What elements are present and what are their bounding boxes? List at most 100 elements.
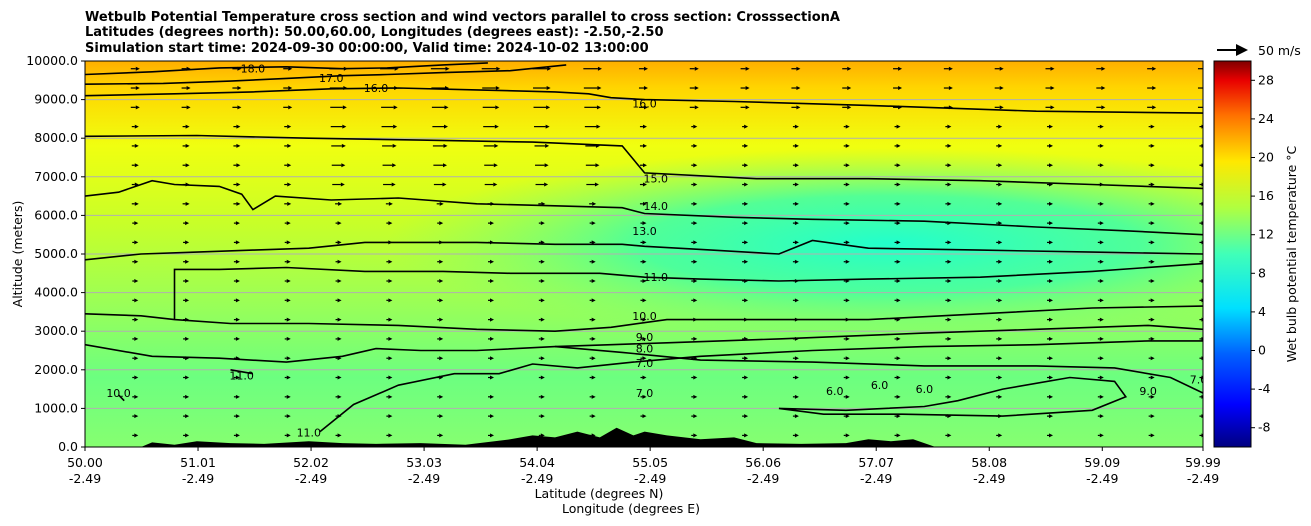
contour-line xyxy=(554,345,1203,394)
wind-vector-head xyxy=(388,279,393,284)
contour-label: 11.0 xyxy=(644,271,669,284)
wind-vector-head xyxy=(439,279,444,284)
wind-vector-head xyxy=(1150,240,1155,245)
contour-label: 7.0 xyxy=(636,357,654,370)
wind-vector-head xyxy=(490,221,495,226)
wind-vector-head xyxy=(286,394,291,399)
wind-vector-head xyxy=(388,201,393,206)
wind-vector-head xyxy=(540,298,545,303)
wind-vector-head xyxy=(694,86,699,91)
wind-vector-head xyxy=(236,163,241,168)
wind-vector-head xyxy=(1101,86,1106,91)
wind-vector-head xyxy=(693,143,698,148)
wind-vector-head xyxy=(998,317,1003,322)
y-tick-label: 9000.0 xyxy=(34,92,78,107)
wind-vector-head xyxy=(947,298,952,303)
wind-vector-head xyxy=(286,298,291,303)
wind-vector-head xyxy=(591,240,596,245)
wind-vector-head xyxy=(286,259,291,264)
wind-vector-head xyxy=(642,163,647,168)
wind-vector-head xyxy=(896,163,901,168)
contour-lines xyxy=(85,62,1203,433)
wind-vector-head xyxy=(1150,124,1155,129)
wind-vector-head xyxy=(236,182,241,187)
x-axis-label-2: Longitude (degrees E) xyxy=(562,501,700,516)
wind-vector-head xyxy=(596,124,601,129)
wind-vector-head xyxy=(642,240,647,245)
wind-vector-head xyxy=(393,105,398,110)
wind-vector-head xyxy=(1049,201,1054,206)
wind-vector-head xyxy=(185,240,190,245)
wind-vector-head xyxy=(337,279,342,284)
contour-label: 13.0 xyxy=(632,225,657,238)
wind-vector-head xyxy=(337,336,342,341)
wind-key-label: 50 m/s xyxy=(1258,43,1301,58)
wind-vector-head xyxy=(744,163,749,168)
wind-vector-head xyxy=(185,298,190,303)
wind-vector-head xyxy=(1099,375,1104,380)
colorbar-label: Wet bulb potential temperature °C xyxy=(1284,145,1299,362)
wind-vector-head xyxy=(744,124,749,129)
chart-title-line-3: Simulation start time: 2024-09-30 00:00:… xyxy=(85,41,649,56)
wind-vector-head xyxy=(287,163,292,168)
wind-vector-head xyxy=(948,66,953,71)
wind-vector-head xyxy=(998,221,1003,226)
wind-vector-head xyxy=(744,182,749,187)
wind-vector-head xyxy=(999,105,1004,110)
wind-vector-head xyxy=(998,298,1003,303)
contour-label: 9.0 xyxy=(1139,385,1157,398)
wind-vector-head xyxy=(135,86,140,91)
wind-vector-head xyxy=(341,163,346,168)
wind-vector-head xyxy=(186,86,191,91)
wind-vector-head xyxy=(490,259,495,264)
wind-vector-head xyxy=(1049,394,1054,399)
x-tick-label-lon: -2.49 xyxy=(747,471,779,486)
wind-vector-head xyxy=(445,66,450,71)
wind-vector-head xyxy=(998,394,1003,399)
wind-vector-head xyxy=(794,124,799,129)
y-axis-ticks: 0.0 1000.0 2000.0 3000.0 4000.0 5000.0 6000.0 7… xyxy=(26,53,85,454)
colorbar-ticks: -8 -4 0 4 8 12 16 20 24 28 xyxy=(1251,72,1274,435)
wind-vector-head xyxy=(1150,221,1155,226)
contour-line xyxy=(319,340,1203,433)
wind-vector-head xyxy=(999,86,1004,91)
wind-vector-head xyxy=(744,394,749,399)
wind-vector-head xyxy=(794,163,799,168)
wind-vector-head xyxy=(845,221,850,226)
wind-vector-head xyxy=(235,240,240,245)
colorbar-tick-label: 28 xyxy=(1258,72,1274,87)
y-tick-label: 0.0 xyxy=(58,439,78,454)
wind-vector-head xyxy=(134,221,139,226)
wind-vector-head xyxy=(591,279,596,284)
wind-vector-head xyxy=(693,298,698,303)
wind-vector-head xyxy=(1099,163,1104,168)
wind-vector-head xyxy=(591,394,596,399)
wind-vector-head xyxy=(337,240,342,245)
y-tick-label: 1000.0 xyxy=(34,400,78,415)
wind-vector-head xyxy=(185,124,190,129)
wind-vector-head xyxy=(540,221,545,226)
x-tick-label-lon: -2.49 xyxy=(408,471,440,486)
wind-vector-head xyxy=(388,414,393,419)
wind-vector-head xyxy=(388,394,393,399)
wind-vector-head xyxy=(134,201,139,206)
wind-vector-head xyxy=(1099,201,1104,206)
wind-vector-head xyxy=(796,105,801,110)
wind-vector-head xyxy=(286,414,291,419)
wind-vector-head xyxy=(591,298,596,303)
wind-vector-head xyxy=(845,336,850,341)
contour-line xyxy=(118,394,125,402)
wind-vector-head xyxy=(1099,279,1104,284)
wind-vector-head xyxy=(693,124,698,129)
wind-vector-head xyxy=(134,433,139,438)
wind-vector-head xyxy=(496,66,501,71)
contour-label: 18.0 xyxy=(241,63,266,76)
wind-vector-head xyxy=(998,279,1003,284)
wind-vector-head xyxy=(642,221,647,226)
wind-vector-head xyxy=(287,124,292,129)
wind-vector-head xyxy=(388,298,393,303)
wind-vector-head xyxy=(443,143,448,148)
wind-vector-head xyxy=(287,182,292,187)
x-tick-label-lat: 55.05 xyxy=(632,455,668,470)
